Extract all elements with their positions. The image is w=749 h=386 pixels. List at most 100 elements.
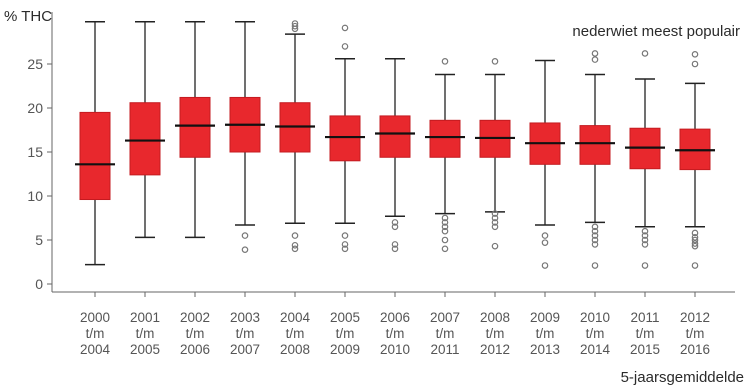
x-tick-label-line: 2005 — [130, 342, 160, 357]
box-iqr — [329, 115, 361, 162]
outlier-point — [491, 219, 499, 226]
x-tick-label: 2007 t/m 2011 — [430, 310, 460, 357]
x-tick-label-line: 2009 — [330, 342, 360, 357]
x-tick-label-line: 2008 — [480, 310, 510, 325]
outlier-point — [491, 242, 499, 250]
outlier-point — [691, 60, 699, 68]
box-2010 — [575, 50, 615, 269]
outlier-point — [641, 50, 649, 57]
outlier-point — [541, 262, 549, 269]
outlier-point — [391, 223, 399, 231]
x-tick-label-line: t/m — [136, 326, 155, 341]
box-iqr — [379, 115, 411, 158]
box-2005 — [325, 24, 365, 253]
x-tick-label-line: 2002 — [180, 310, 210, 325]
outlier-point — [441, 214, 449, 222]
outlier-point — [591, 56, 599, 63]
outlier-point — [441, 219, 449, 226]
x-tick-label-line: 2011 — [630, 310, 659, 325]
outlier-point — [541, 232, 549, 239]
x-tick-label-line: t/m — [436, 326, 455, 341]
x-tick-label-line: 2000 — [80, 310, 110, 325]
outlier-point — [591, 223, 599, 231]
box-iqr — [79, 111, 111, 201]
x-tick-label: 2001 t/m 2005 — [130, 310, 160, 357]
x-tick-label-line: 2004 — [80, 342, 111, 357]
outlier-point — [691, 262, 699, 269]
outlier-point — [591, 262, 599, 269]
box-series — [75, 20, 715, 269]
x-tick-label-line: t/m — [286, 326, 305, 341]
outlier-point — [691, 234, 699, 241]
outlier-point — [541, 239, 549, 246]
x-tick-label-line: 2006 — [380, 310, 410, 325]
x-tick-label-line: 2001 — [130, 310, 160, 325]
x-tick-label: 2006 t/m 2010 — [380, 310, 410, 357]
outlier-point — [591, 236, 599, 244]
x-tick-label: 2010 t/m 2014 — [580, 310, 611, 357]
outlier-point — [691, 229, 699, 237]
outlier-point — [691, 242, 699, 250]
x-tick-label: 2004 t/m 2008 — [280, 310, 311, 357]
x-tick-label-line: t/m — [586, 326, 605, 341]
outlier-point — [441, 245, 449, 253]
outlier-point — [241, 232, 249, 239]
box-2000 — [75, 21, 115, 266]
x-tick-label-line: t/m — [486, 326, 505, 341]
y-tick-label: 15 — [27, 144, 43, 160]
x-tick-label: 2005 t/m 2009 — [330, 310, 360, 357]
y-tick-label: 10 — [27, 188, 43, 204]
x-tick-label: 2003 t/m 2007 — [230, 310, 260, 357]
x-tick-label-line: t/m — [236, 326, 255, 341]
x-tick-label-line: 2007 — [230, 342, 260, 357]
x-tick-label-line: 2005 — [330, 310, 360, 325]
outlier-point — [491, 223, 499, 231]
box-iqr — [579, 125, 611, 165]
outlier-point — [641, 227, 649, 235]
box-2008 — [475, 58, 515, 250]
outlier-point — [341, 24, 349, 32]
outlier-point — [691, 236, 699, 244]
y-tick-label: 0 — [35, 276, 43, 292]
outlier-point — [341, 245, 349, 253]
outlier-point — [591, 50, 599, 57]
x-tick-label-line: t/m — [686, 326, 705, 341]
outlier-point — [241, 246, 249, 253]
x-tick-label-line: t/m — [536, 326, 555, 341]
box-2001 — [125, 21, 165, 239]
box-2012 — [675, 51, 715, 269]
x-tick-label-line: 2010 — [380, 342, 410, 357]
y-tick-label: 5 — [35, 232, 43, 248]
box-2004 — [275, 20, 315, 253]
outlier-point — [441, 223, 449, 231]
y-tick-label: 25 — [27, 56, 43, 72]
annotation-text: nederwiet meest populair — [572, 23, 740, 40]
outlier-point — [441, 58, 449, 65]
x-tick-label: 2002 t/m 2006 — [180, 310, 210, 357]
x-tick-label-line: 2012 — [680, 310, 710, 325]
outlier-point — [441, 236, 449, 244]
x-tick-label-line: 2004 — [280, 310, 311, 325]
x-axis-title: 5-jaarsgemiddelde — [621, 369, 744, 386]
x-tick-label-line: t/m — [86, 326, 105, 341]
outlier-point — [391, 219, 399, 226]
x-tick-label-line: t/m — [636, 326, 655, 341]
outlier-point — [291, 245, 299, 253]
x-tick-label-line: 2013 — [530, 342, 560, 357]
outlier-point — [291, 232, 299, 239]
outlier-point — [641, 232, 649, 239]
box-2007 — [425, 58, 465, 253]
x-tick-label-line: 2015 — [630, 342, 660, 357]
x-tick-label-line: 2016 — [680, 342, 710, 357]
x-tick-label-line: 2007 — [430, 310, 460, 325]
outlier-point — [391, 245, 399, 253]
y-tick-label: 20 — [27, 100, 43, 116]
x-tick-label: 2008 t/m 2012 — [480, 310, 510, 357]
outlier-point — [291, 22, 299, 30]
outlier-point — [591, 227, 599, 235]
x-tick-label-line: 2011 — [430, 342, 459, 357]
outlier-point — [691, 51, 699, 58]
x-tick-label: 2012 t/m 2016 — [680, 310, 710, 357]
x-tick-label-line: 2008 — [280, 342, 310, 357]
